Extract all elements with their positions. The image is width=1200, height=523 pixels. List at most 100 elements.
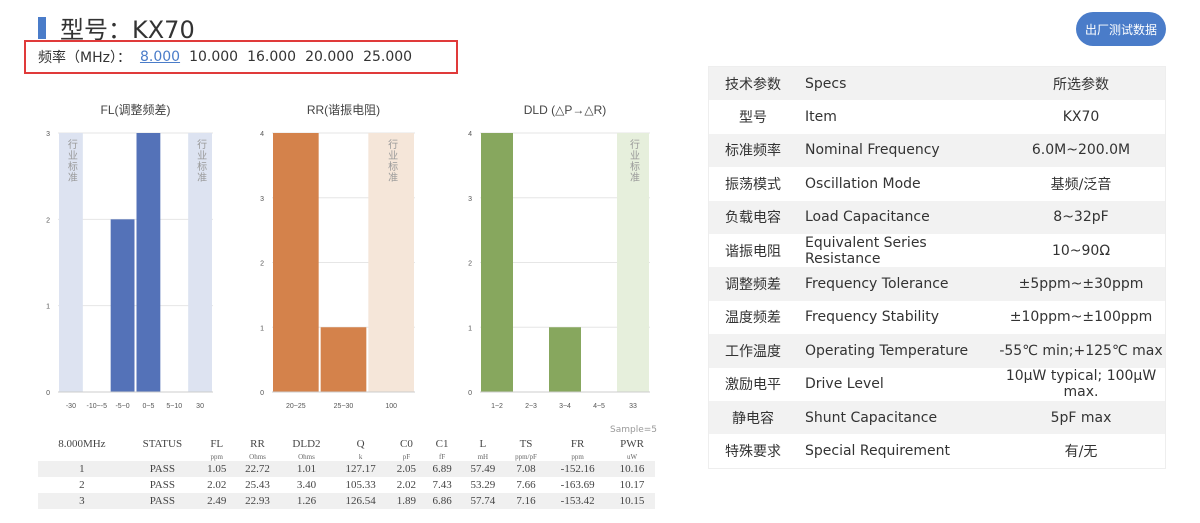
- spec-cn-label: 型号: [739, 110, 767, 127]
- frequency-option[interactable]: 8.000: [139, 49, 181, 65]
- table-cell: -152.16: [546, 461, 610, 477]
- spec-cn-label: 负载电容: [725, 210, 781, 227]
- spec-en-label: Operating Temperature: [805, 342, 969, 359]
- table-cell: 53.29: [470, 479, 496, 491]
- frequency-label: 频率（MHz）：: [38, 50, 131, 66]
- y-tick-label: 2: [468, 261, 472, 268]
- table-cell: DLD2: [292, 438, 321, 450]
- frequency-option[interactable]: 25.000: [363, 49, 413, 65]
- spec-en-label: Drive Level: [805, 376, 884, 393]
- spec-en-label: Equivalent Series Resistance: [805, 234, 927, 267]
- y-tick-label: 0: [260, 390, 264, 397]
- table-cell: 1.89: [388, 493, 425, 509]
- table-cell: k: [358, 452, 363, 461]
- frequency-option[interactable]: 20.000: [305, 49, 355, 65]
- x-tick-label: 0~5: [142, 403, 154, 410]
- x-tick-label: 2~3: [525, 403, 537, 410]
- table-cell: [126, 452, 199, 461]
- table-cell: FR: [570, 438, 585, 450]
- table-cell: L: [479, 438, 487, 450]
- spec-value: 10~90Ω: [1051, 242, 1111, 259]
- table-cell: 8.000MHz: [58, 438, 106, 450]
- spec-row: 静电容 Shunt Capacitance 5pF max: [709, 400, 1165, 435]
- y-tick-label: 2: [46, 217, 50, 224]
- table-header-row: 8.000MHz STATUS FL RR DLD2 Q C0 C1 L TS FR PWR: [38, 436, 655, 452]
- spec-en-label: Item: [805, 109, 837, 126]
- spec-cn-label: 激励电平: [725, 377, 781, 394]
- band-label: 行业标准: [628, 138, 640, 183]
- table-cell: pF: [402, 452, 411, 461]
- table-cell: 1.26: [280, 493, 333, 509]
- table-cell: mH: [477, 452, 489, 461]
- spec-value: ±5ppm~±30ppm: [1018, 276, 1144, 293]
- table-row: 1 PASS 1.05 22.72 1.01 127.17 2.05 6.89 57.49 7.0…: [38, 461, 655, 477]
- spec-en-label: Load Capacitance: [805, 209, 930, 226]
- spec-value: 10μW typical; 100μW max.: [1005, 368, 1157, 401]
- spec-row: 特殊要求 Special Requirement 有/无: [709, 434, 1165, 467]
- spec-row: 型号 Item KX70: [709, 100, 1165, 133]
- table-cell: 3.40: [296, 479, 317, 491]
- table-cell: 25.43: [245, 479, 270, 491]
- spec-row: 温度频差 Frequency Stability ±10ppm~±100ppm: [709, 301, 1165, 334]
- y-tick-label: 1: [468, 325, 472, 332]
- spec-cn-label: 谐振电阻: [725, 243, 781, 260]
- spec-cn-label: 温度频差: [725, 310, 781, 327]
- table-cell: 22.93: [234, 493, 281, 509]
- table-cell: PASS: [125, 493, 199, 509]
- table-cell: 10.16: [609, 461, 655, 477]
- table-cell: 1.05: [198, 461, 235, 477]
- table-cell: Q: [356, 438, 365, 450]
- table-cell: ppm: [210, 452, 223, 461]
- x-tick-label: -30: [66, 403, 76, 410]
- table-cell: FL: [210, 438, 224, 450]
- spec-row: 振荡模式 Oscillation Mode 基频/泛音: [709, 167, 1165, 200]
- industry-standard-band: [368, 133, 414, 392]
- spec-en-label: Specs: [805, 75, 847, 92]
- spec-value: 有/无: [1064, 443, 1098, 460]
- spec-value: KX70: [1062, 109, 1100, 126]
- spec-cn-label: 调整频差: [725, 277, 781, 294]
- spec-value: 5pF max: [1050, 409, 1112, 426]
- y-tick-label: 1: [260, 325, 264, 332]
- x-tick-label: 25~30: [334, 403, 354, 410]
- spec-en-label: Special Requirement: [805, 442, 950, 459]
- spec-value: 6.0M~200.0M: [1031, 142, 1131, 159]
- spec-en-label: Shunt Capacitance: [805, 409, 938, 426]
- frequency-option[interactable]: 16.000: [247, 49, 297, 65]
- table-cell: Ohms: [298, 452, 315, 461]
- table-cell: 7.43: [432, 479, 452, 491]
- y-tick-label: 4: [260, 131, 264, 138]
- spec-row: 负载电容 Load Capacitance 8~32pF: [709, 200, 1165, 234]
- spec-value: 所选参数: [1053, 76, 1109, 93]
- x-tick-label: 100: [385, 403, 397, 410]
- table-units-row: ppm Ohms Ohms k pF fF mH ppm/pF ppm uW: [38, 452, 655, 461]
- table-cell: ppm/pF: [515, 452, 537, 461]
- frequency-option[interactable]: 10.000: [189, 49, 239, 65]
- table-cell: C1: [435, 438, 449, 450]
- table-cell: 1: [38, 461, 126, 477]
- table-cell: C0: [400, 438, 413, 450]
- spec-row: 工作温度 Operating Temperature -55℃ min;+125℃ …: [709, 334, 1165, 368]
- factory-test-data-button[interactable]: 出厂测试数据: [1076, 12, 1166, 46]
- band-label: 行业标准: [65, 138, 77, 183]
- table-cell: 10.17: [619, 479, 645, 491]
- spec-cn-label: 静电容: [732, 410, 774, 427]
- spec-en-label: Oscillation Mode: [805, 175, 921, 192]
- table-cell: 6.89: [424, 461, 460, 477]
- chart-title: DLD (△P→△R): [524, 103, 606, 117]
- table-cell: PASS: [149, 479, 175, 491]
- y-tick-label: 3: [46, 131, 50, 138]
- spec-row: 调整频差 Frequency Tolerance ±5ppm~±30ppm: [709, 267, 1165, 301]
- table-cell: Ohms: [249, 452, 266, 461]
- spec-en-label: Frequency Stability: [805, 309, 940, 326]
- x-tick-label: 33: [629, 403, 637, 410]
- spec-cn-label: 标准频率: [725, 143, 781, 160]
- sample-count: Sample=5: [610, 425, 658, 435]
- table-cell: STATUS: [142, 438, 183, 450]
- table-cell: ppm: [571, 452, 584, 461]
- histogram-bar: [110, 219, 135, 392]
- y-tick-label: 2: [260, 261, 264, 268]
- y-tick-label: 3: [468, 196, 472, 203]
- industry-standard-band: [59, 133, 83, 392]
- table-cell: 7.66: [516, 479, 536, 491]
